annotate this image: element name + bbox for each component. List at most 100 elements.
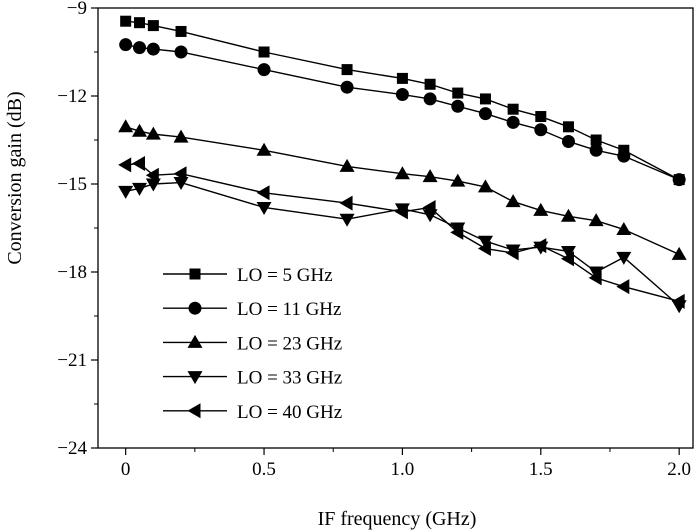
data-point (590, 134, 602, 146)
data-point (132, 123, 148, 137)
data-point (534, 123, 548, 137)
legend-marker (188, 301, 202, 315)
data-point (507, 103, 519, 115)
data-point (505, 245, 519, 261)
y-tick-label: −12 (57, 86, 87, 107)
data-point (339, 195, 353, 211)
y-tick-label: −18 (57, 262, 87, 283)
data-point (173, 129, 189, 143)
legend-item-5: LO = 40 GHz (163, 402, 342, 423)
data-point (588, 270, 602, 286)
legend: LO = 5 GHz LO = 11 GHz LO = 23 GHz LO = 33 … (163, 265, 342, 423)
plot-axes: 0 0.5 1.0 1.5 2.0 −9 −12 −15 −18 −21 −24 (57, 0, 694, 480)
data-point (145, 126, 161, 140)
data-point (560, 251, 574, 267)
data-point (258, 46, 270, 58)
data-point (479, 93, 491, 105)
x-axis-title: IF frequency (GHz) (318, 508, 477, 530)
y-tick-label: −9 (67, 0, 87, 19)
data-point (533, 238, 547, 254)
legend-label: LO = 23 GHz (237, 333, 342, 354)
data-point (147, 20, 159, 32)
data-point (257, 63, 271, 77)
data-point (174, 45, 188, 59)
data-point (175, 25, 187, 37)
data-point (478, 107, 492, 121)
series-5 (118, 155, 685, 309)
data-point (118, 119, 134, 133)
data-point (339, 213, 355, 227)
legend-item-3: LO = 23 GHz (163, 333, 342, 354)
data-point (134, 17, 146, 29)
data-point (562, 121, 574, 133)
y-tick-label: −21 (57, 350, 87, 371)
data-point (477, 235, 493, 249)
data-point (672, 173, 686, 187)
data-point (256, 185, 270, 201)
data-point (451, 99, 465, 113)
data-point (588, 266, 604, 280)
plot-frame (97, 7, 694, 449)
data-point (423, 92, 437, 106)
data-point (617, 149, 631, 163)
x-tick-label: 1.5 (529, 459, 553, 480)
legend-marker (187, 371, 203, 385)
data-point (477, 241, 491, 257)
series-layer (118, 15, 687, 314)
data-point (505, 194, 521, 208)
data-point (133, 41, 147, 55)
data-point (118, 185, 134, 199)
data-point (450, 173, 466, 187)
data-point (118, 157, 132, 173)
legend-item-2: LO = 11 GHz (163, 299, 341, 320)
legend-item-1: LO = 5 GHz (163, 265, 333, 286)
data-point (132, 182, 148, 196)
x-tick-label: 0.5 (252, 459, 276, 480)
legend-marker (187, 334, 203, 348)
data-point (671, 293, 685, 309)
data-point (173, 166, 187, 182)
data-point (119, 38, 133, 52)
x-tick-label: 1.0 (391, 459, 415, 480)
x-tick-label: 0 (121, 459, 131, 480)
data-point (340, 80, 354, 94)
data-point (422, 199, 436, 215)
y-axis-title: Conversion gain (dB) (4, 91, 26, 264)
data-point (394, 204, 408, 220)
data-point (588, 213, 604, 227)
legend-marker (187, 403, 201, 419)
series-4 (118, 177, 687, 314)
data-point (506, 115, 520, 129)
data-point (561, 134, 575, 148)
series-line (125, 20, 680, 181)
series-line (125, 43, 680, 181)
y-tick-label: −15 (57, 174, 87, 195)
data-point (145, 178, 161, 192)
data-point (132, 155, 146, 171)
legend-label: LO = 11 GHz (237, 299, 341, 320)
data-point (589, 143, 603, 157)
data-point (424, 78, 436, 90)
data-point (394, 166, 410, 180)
data-point (452, 87, 464, 99)
data-point (560, 245, 576, 259)
data-point (616, 251, 632, 265)
legend-marker (189, 268, 201, 280)
data-point (341, 64, 353, 76)
series-line (125, 162, 680, 303)
data-point (173, 177, 189, 191)
data-point (256, 201, 272, 215)
legend-label: LO = 5 GHz (237, 265, 333, 286)
data-point (533, 202, 549, 216)
series-line (125, 181, 680, 307)
series-3 (118, 119, 687, 260)
y-tick-label: −24 (57, 438, 87, 459)
x-tick-label: 2.0 (667, 459, 691, 480)
data-point (395, 88, 409, 102)
data-point (560, 208, 576, 222)
data-point (145, 167, 159, 183)
data-point (396, 72, 408, 84)
data-point (422, 169, 438, 183)
data-point (477, 179, 493, 193)
